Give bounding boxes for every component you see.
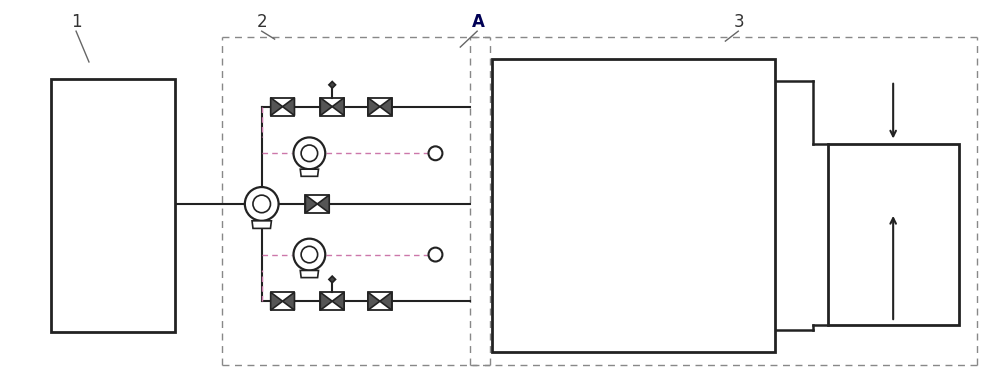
Polygon shape	[329, 81, 336, 88]
Bar	[828, 144, 959, 325]
Circle shape	[429, 248, 442, 262]
Polygon shape	[380, 292, 392, 310]
Bar	[492, 59, 775, 352]
Polygon shape	[332, 98, 344, 116]
Polygon shape	[320, 98, 332, 116]
Circle shape	[253, 195, 270, 213]
Circle shape	[301, 145, 318, 161]
Bar	[271, 292, 294, 310]
Circle shape	[429, 146, 442, 160]
Polygon shape	[271, 292, 283, 310]
Text: 31: 31	[622, 263, 645, 281]
Polygon shape	[271, 98, 283, 116]
Polygon shape	[252, 221, 271, 229]
Bar	[368, 292, 392, 310]
Text: 2: 2	[257, 13, 267, 31]
Circle shape	[301, 246, 318, 263]
Circle shape	[293, 239, 325, 270]
Bar	[51, 79, 175, 332]
Polygon shape	[283, 292, 294, 310]
Polygon shape	[368, 98, 380, 116]
Text: A: A	[472, 13, 485, 31]
Polygon shape	[283, 98, 294, 116]
Bar	[368, 98, 392, 116]
Text: 3: 3	[733, 13, 744, 31]
Polygon shape	[305, 195, 317, 213]
Polygon shape	[332, 292, 344, 310]
Text: 32: 32	[622, 147, 645, 165]
Circle shape	[245, 187, 279, 221]
Polygon shape	[368, 292, 380, 310]
Bar	[271, 98, 294, 116]
Polygon shape	[380, 98, 392, 116]
Bar	[305, 195, 329, 213]
Text: 33: 33	[882, 240, 905, 258]
Polygon shape	[329, 276, 336, 283]
Bar	[320, 98, 344, 116]
Polygon shape	[320, 292, 332, 310]
Circle shape	[293, 137, 325, 169]
Polygon shape	[300, 169, 319, 176]
Polygon shape	[300, 270, 319, 277]
Polygon shape	[317, 195, 329, 213]
Bar	[320, 292, 344, 310]
Text: 1: 1	[71, 13, 82, 31]
